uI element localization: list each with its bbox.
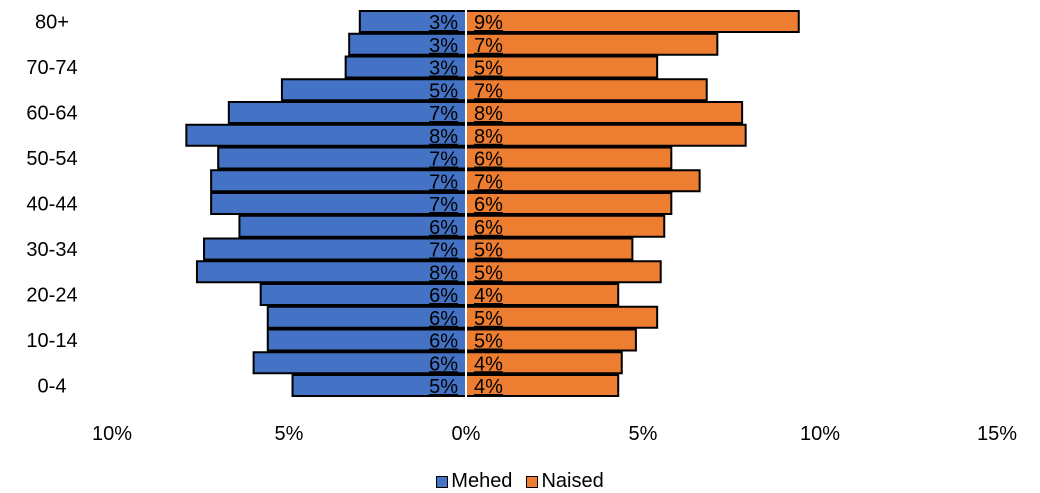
y-axis-tick-labels: 0-4 10-14 20-24 30-34 40-44 50-54 60-64 70-74 80… [26, 12, 77, 398]
label-naised-65-69: 7% [474, 80, 503, 102]
x-tick-label-2: 0% [452, 423, 481, 445]
y-tick-label-50-54: 50-54 [26, 148, 77, 170]
label-naised-50-54: 6% [474, 149, 503, 171]
label-mehed-65-69: 5% [429, 80, 458, 102]
y-tick-label-80+: 80+ [35, 12, 69, 34]
label-mehed-80+: 3% [429, 12, 458, 34]
bar-mehed-40-44 [210, 192, 467, 215]
x-tick-label-3: 5% [629, 423, 658, 445]
label-naised-15-19: 5% [474, 308, 503, 330]
label-mehed-40-44: 7% [429, 194, 458, 216]
label-naised-55-59: 8% [474, 126, 503, 148]
label-mehed-75-79: 3% [429, 35, 458, 57]
label-naised-0-4: 4% [474, 376, 503, 398]
legend-label-mehed: Mehed [451, 470, 513, 492]
label-naised-10-14: 5% [474, 331, 503, 353]
label-mehed-50-54: 7% [429, 149, 458, 171]
label-naised-75-79: 7% [474, 35, 503, 57]
x-tick-label-0: 10% [92, 423, 132, 445]
legend-swatch-mehed [436, 475, 449, 488]
bar-mehed-45-49 [210, 169, 467, 193]
label-mehed-70-74: 3% [429, 58, 458, 80]
y-tick-label-70-74: 70-74 [26, 57, 77, 79]
legend-item-naised[interactable]: Naised [526, 470, 604, 493]
label-naised-80+: 9% [474, 12, 503, 34]
population-pyramid-chart: 5% 4%6% 4%6% 5%6% 5%6% 4%8% 5%7% 5%6% 6%7% 6%7% 7%… [26, 10, 1017, 445]
label-mehed-20-24: 6% [429, 285, 458, 307]
label-mehed-35-39: 6% [429, 217, 458, 239]
y-tick-label-60-64: 60-64 [26, 103, 77, 125]
label-mehed-15-19: 6% [429, 308, 458, 330]
label-mehed-60-64: 7% [429, 103, 458, 125]
label-mehed-30-34: 7% [429, 240, 458, 262]
y-tick-label-30-34: 30-34 [26, 239, 77, 261]
label-naised-25-29: 5% [474, 262, 503, 284]
bar-naised-80+ [465, 10, 800, 33]
legend-swatch-naised [526, 475, 539, 488]
legend: Mehed Naised [0, 470, 1040, 493]
bar-naised-60-64 [465, 101, 744, 124]
label-naised-60-64: 8% [474, 103, 503, 125]
legend-item-mehed[interactable]: Mehed [436, 470, 512, 493]
legend-label-naised: Naised [541, 470, 604, 492]
x-tick-label-5: 15% [977, 423, 1017, 445]
bar-naised-75-79 [465, 32, 719, 56]
data-labels-group: 5% 4%6% 4%6% 5%6% 5%6% 4%8% 5%7% 5%6% 6%7% 6%7% 7%… [429, 12, 503, 398]
label-mehed-10-14: 6% [429, 331, 458, 353]
y-tick-label-40-44: 40-44 [26, 194, 77, 216]
y-tick-label-10-14: 10-14 [26, 330, 77, 352]
bar-mehed-55-59 [185, 123, 467, 147]
label-mehed-5-9: 6% [429, 353, 458, 375]
x-axis-tick-labels: 10% 5% 0% 5% 10% 15% [92, 423, 1017, 445]
label-naised-70-74: 5% [474, 58, 503, 80]
label-mehed-0-4: 5% [429, 376, 458, 398]
label-naised-20-24: 4% [474, 285, 503, 307]
label-naised-5-9: 4% [474, 353, 503, 375]
label-mehed-45-49: 7% [429, 171, 458, 193]
bars-group [185, 10, 800, 397]
bar-mehed-30-34 [203, 237, 467, 261]
y-tick-label-20-24: 20-24 [26, 285, 77, 307]
bar-naised-55-59 [465, 123, 747, 147]
bar-mehed-25-29 [195, 260, 468, 284]
label-naised-40-44: 6% [474, 194, 503, 216]
label-mehed-55-59: 8% [429, 126, 458, 148]
label-naised-45-49: 7% [474, 171, 503, 193]
y-tick-label-0-4: 0-4 [38, 376, 67, 398]
x-tick-label-1: 5% [275, 423, 304, 445]
label-mehed-25-29: 8% [429, 262, 458, 284]
label-naised-35-39: 6% [474, 217, 503, 239]
label-naised-30-34: 5% [474, 240, 503, 262]
x-tick-label-4: 10% [800, 423, 840, 445]
